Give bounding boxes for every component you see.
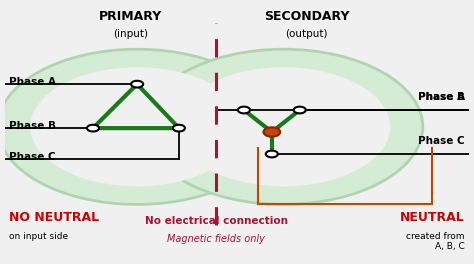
Text: (output): (output) bbox=[285, 29, 328, 39]
Circle shape bbox=[30, 67, 244, 186]
Circle shape bbox=[266, 151, 278, 157]
Circle shape bbox=[177, 67, 390, 186]
Text: SECONDARY: SECONDARY bbox=[264, 10, 349, 23]
Circle shape bbox=[87, 125, 99, 131]
Circle shape bbox=[144, 49, 423, 204]
Circle shape bbox=[173, 125, 185, 131]
Text: NO NEUTRAL: NO NEUTRAL bbox=[9, 211, 100, 224]
Circle shape bbox=[294, 107, 306, 113]
Text: Phase B: Phase B bbox=[9, 121, 56, 130]
Text: Magnetic fields only: Magnetic fields only bbox=[167, 234, 265, 244]
Circle shape bbox=[264, 127, 280, 137]
Text: Phase A: Phase A bbox=[418, 92, 465, 102]
Text: NEUTRAL: NEUTRAL bbox=[400, 211, 465, 224]
Circle shape bbox=[0, 49, 276, 204]
Text: Phase C: Phase C bbox=[9, 152, 56, 162]
Text: No electrical connection: No electrical connection bbox=[145, 216, 288, 226]
Circle shape bbox=[131, 81, 143, 87]
Text: Phase B: Phase B bbox=[418, 92, 465, 102]
Text: (input): (input) bbox=[113, 29, 148, 39]
Text: Phase C: Phase C bbox=[418, 136, 465, 146]
Text: Phase A: Phase A bbox=[9, 77, 56, 87]
Text: on input side: on input side bbox=[9, 232, 69, 241]
Text: created from
A, B, C: created from A, B, C bbox=[406, 232, 465, 251]
Text: PRIMARY: PRIMARY bbox=[99, 10, 162, 23]
Circle shape bbox=[238, 107, 250, 113]
